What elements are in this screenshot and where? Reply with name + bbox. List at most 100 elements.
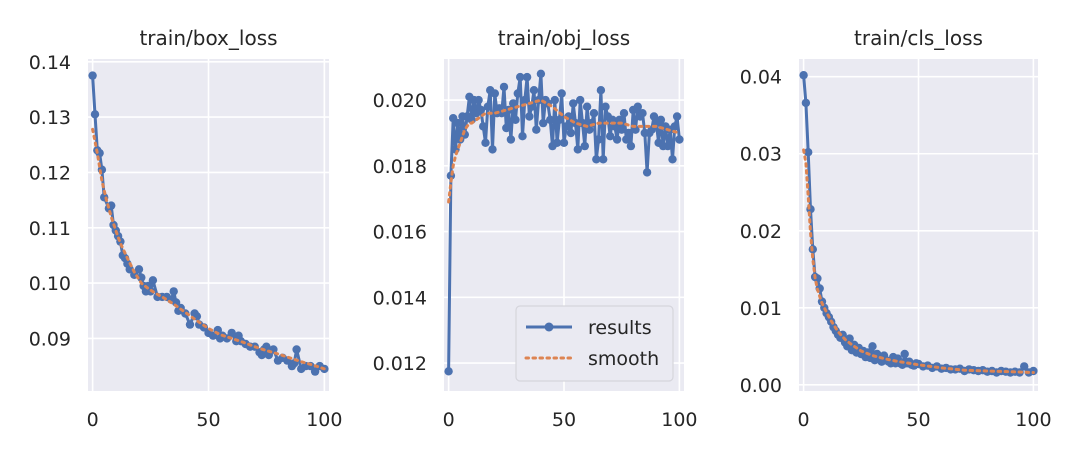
- results-point: [589, 109, 599, 118]
- y-tick-label: 0.016: [373, 222, 427, 244]
- series-smooth-line: [802, 148, 1035, 374]
- results-point: [594, 135, 603, 144]
- results-point: [536, 69, 546, 79]
- results-point: [532, 125, 541, 134]
- results-point: [481, 138, 490, 147]
- results-point: [511, 115, 520, 125]
- results-point: [569, 99, 578, 108]
- results-point: [559, 138, 569, 147]
- results-point: [134, 265, 144, 274]
- x-tick-label: 100: [661, 409, 697, 431]
- results-point: [490, 89, 499, 98]
- panel-cls-loss: 0 50 100 0.00 0.01 0.02 0.03 0.04 train/cls_loss: [740, 26, 1052, 431]
- results-point: [479, 122, 488, 131]
- results-point: [576, 95, 585, 105]
- results-point: [804, 148, 813, 157]
- y-tick-label: 0.12: [29, 162, 71, 184]
- results-point: [516, 72, 525, 82]
- x-tick-label: 50: [196, 409, 220, 431]
- chart-title: train/cls_loss: [854, 26, 983, 50]
- results-point: [624, 128, 633, 138]
- results-point: [513, 89, 522, 98]
- series-smooth-line: [447, 98, 681, 204]
- chart-title: train/obj_loss: [498, 26, 630, 50]
- results-point: [444, 367, 453, 376]
- results-point: [582, 102, 592, 111]
- y-tick-label: 0.020: [373, 90, 427, 112]
- y-tick-label: 0.03: [740, 144, 782, 166]
- results-point: [520, 95, 529, 105]
- results-point: [606, 132, 615, 141]
- results-point: [546, 115, 555, 125]
- results-point: [663, 141, 672, 151]
- x-tick-label: 50: [906, 409, 930, 431]
- y-tick-label: 0.09: [29, 328, 71, 350]
- y-tick-label: 0.11: [29, 218, 71, 240]
- results-point: [619, 109, 629, 118]
- results-point: [552, 138, 562, 147]
- results-point: [148, 276, 158, 285]
- results-point: [592, 155, 601, 164]
- results-point: [675, 135, 684, 144]
- results-point: [573, 145, 582, 154]
- y-tick-label: 0.13: [29, 107, 71, 129]
- legend-label-results: results: [588, 317, 652, 339]
- results-point: [506, 135, 516, 144]
- legend-results-marker: [544, 322, 554, 332]
- results-point: [555, 115, 564, 125]
- results-point: [617, 125, 626, 134]
- results-point: [310, 367, 320, 376]
- y-tick-label: 0.00: [740, 375, 782, 397]
- results-point: [638, 109, 647, 118]
- legend-box: [515, 305, 674, 382]
- results-point: [670, 122, 679, 131]
- results-point: [453, 118, 462, 128]
- results-point: [626, 141, 636, 151]
- x-tick-label: 0: [443, 409, 455, 431]
- results-point: [557, 89, 566, 98]
- results-point: [474, 95, 483, 105]
- results-point: [539, 118, 548, 128]
- results-point: [668, 155, 677, 164]
- results-point: [292, 345, 301, 354]
- results-point: [900, 349, 909, 359]
- results-point: [185, 320, 195, 329]
- results-point: [633, 102, 642, 111]
- results-point: [488, 145, 497, 154]
- y-tick-label: 0.02: [740, 221, 782, 243]
- results-point: [476, 105, 486, 115]
- results-point: [562, 122, 571, 131]
- results-point: [566, 128, 576, 138]
- results-point: [649, 112, 659, 121]
- y-tick-label: 0.01: [740, 298, 782, 320]
- results-point: [137, 273, 146, 282]
- results-point: [656, 115, 666, 125]
- results-point: [580, 141, 589, 151]
- x-tick-label: 100: [1015, 409, 1051, 431]
- y-tick-label: 0.012: [373, 353, 427, 375]
- results-point: [642, 168, 652, 177]
- results-point: [672, 112, 682, 121]
- y-tick-label: 0.018: [373, 156, 427, 178]
- panel-obj-loss: 0 50 100 0.012 0.014 0.016 0.018 0.020 train/obj…: [373, 26, 698, 431]
- results-point: [518, 132, 527, 141]
- results-point: [550, 95, 559, 105]
- legend-label-smooth: smooth: [588, 348, 659, 370]
- x-tick-label: 0: [87, 409, 99, 431]
- results-point: [88, 71, 97, 80]
- results-point: [90, 110, 100, 119]
- y-tick-label: 0.04: [740, 67, 782, 89]
- results-point: [525, 112, 534, 121]
- results-point: [799, 71, 808, 80]
- series-smooth-line: [91, 127, 326, 371]
- results-point: [125, 265, 134, 274]
- results-point: [483, 102, 492, 111]
- results-point: [499, 82, 509, 92]
- x-tick-label: 100: [306, 409, 342, 431]
- results-point: [227, 328, 236, 338]
- results-point: [502, 123, 511, 133]
- results-point: [868, 342, 877, 351]
- results-point: [509, 99, 518, 108]
- results-point: [845, 334, 854, 343]
